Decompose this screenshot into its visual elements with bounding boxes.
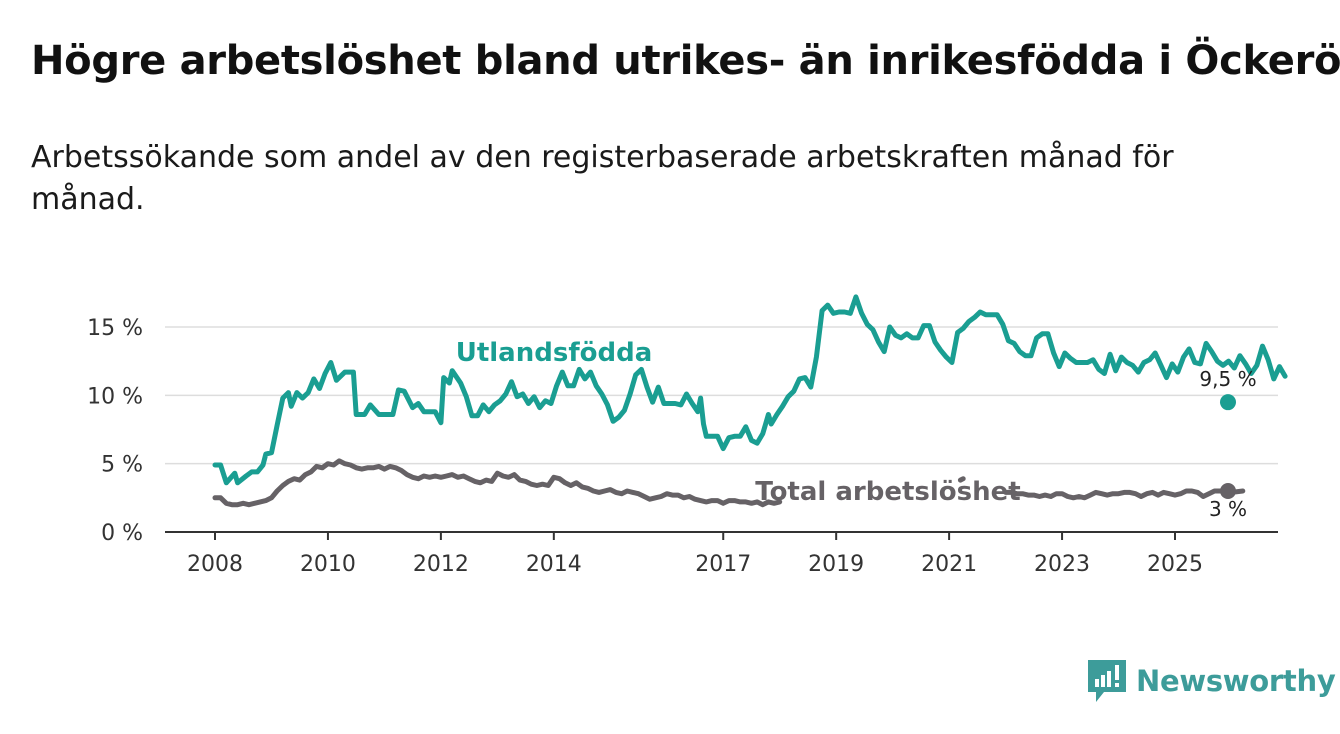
y-tick-label: 5 % bbox=[101, 453, 143, 478]
series-label-total: Total arbetslöshet bbox=[755, 477, 1020, 507]
x-tick-label: 2019 bbox=[808, 552, 864, 577]
x-axis: 2008 2010 2012 2014 2017 2019 2021 2023 2025 bbox=[165, 531, 1278, 577]
end-label-total: 3 % bbox=[1209, 497, 1247, 521]
chart-title: Högre arbetslöshet bland utrikes- än inr… bbox=[31, 38, 1340, 84]
labels-layer: 9,5 % 3 % Utlandsfödda Total arbetslöshet bbox=[456, 338, 1257, 521]
series-line-total bbox=[212, 458, 783, 508]
y-tick-label: 10 % bbox=[87, 384, 143, 409]
x-tick-label: 2017 bbox=[695, 552, 751, 577]
x-tick-label: 2008 bbox=[187, 552, 243, 577]
series-line-utlandsfodda bbox=[212, 294, 1288, 486]
brand-name: Newsworthy bbox=[1136, 664, 1336, 698]
series-line-total bbox=[1003, 488, 1223, 501]
x-tick-label: 2025 bbox=[1147, 552, 1203, 577]
series-line-total bbox=[957, 476, 966, 483]
bar-chart-exclamation-icon bbox=[1088, 660, 1126, 702]
x-tick-label: 2023 bbox=[1034, 552, 1090, 577]
brand-logo: Newsworthy bbox=[1088, 660, 1336, 702]
x-tick-label: 2010 bbox=[300, 552, 356, 577]
y-tick-label: 15 % bbox=[87, 316, 143, 341]
x-tick-label: 2014 bbox=[526, 552, 582, 577]
end-point-utlandsfodda bbox=[1220, 394, 1236, 411]
series-label-utlandsfodda: Utlandsfödda bbox=[456, 338, 653, 368]
end-point-total bbox=[1220, 483, 1236, 499]
end-label-utlandsfodda: 9,5 % bbox=[1199, 367, 1256, 391]
x-tick-label: 2021 bbox=[921, 552, 977, 577]
chart-subtitle: Arbetssökande som andel av den registerb… bbox=[31, 140, 1174, 217]
series-layer bbox=[212, 294, 1288, 508]
y-axis: 0 % 5 % 10 % 15 % bbox=[87, 316, 143, 546]
y-tick-label: 0 % bbox=[101, 521, 143, 546]
x-tick-label: 2012 bbox=[413, 552, 469, 577]
